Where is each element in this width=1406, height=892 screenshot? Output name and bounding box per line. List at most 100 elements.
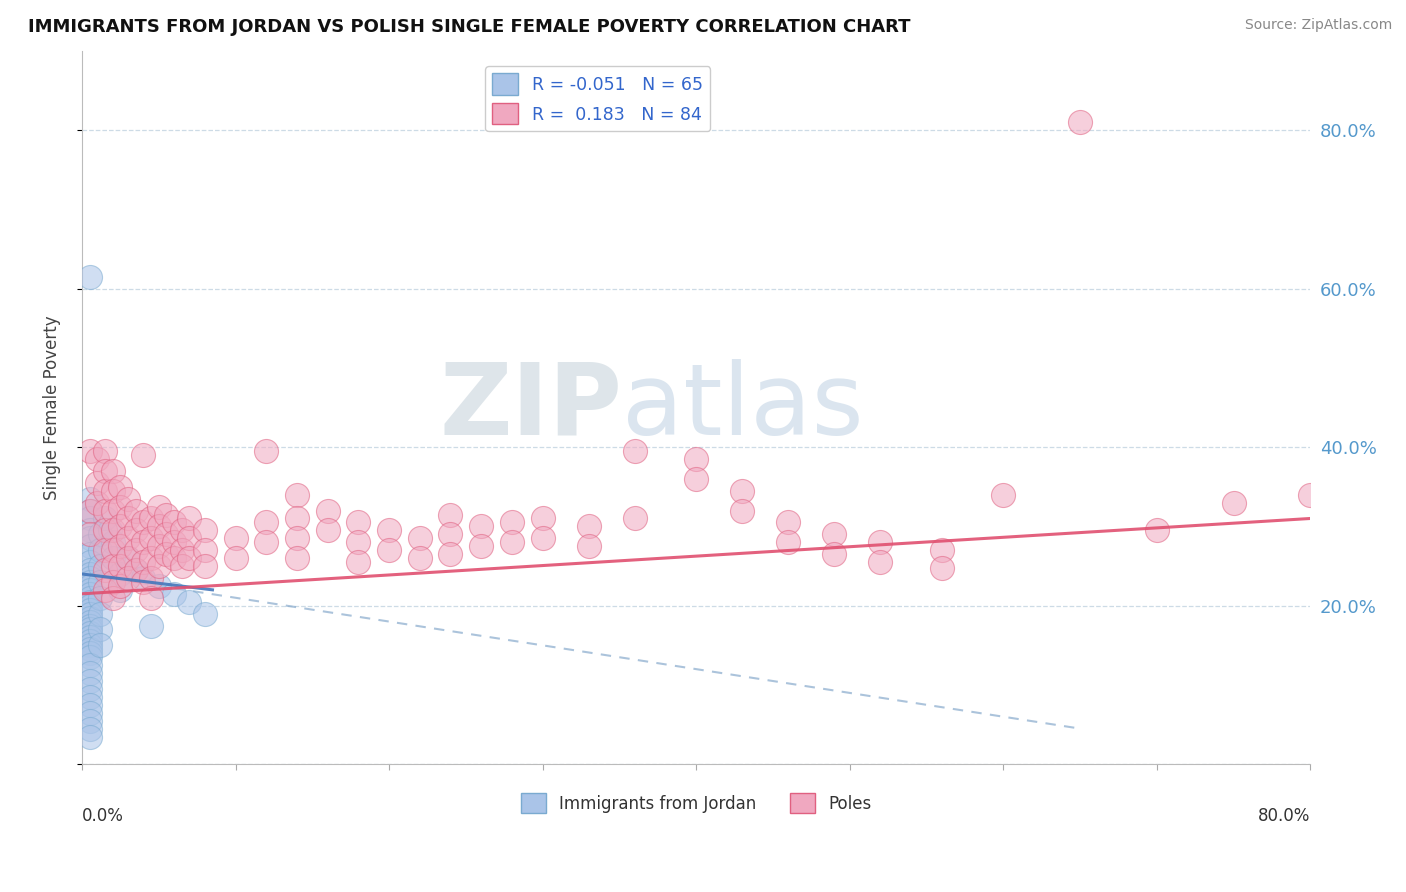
Point bbox=[132, 555, 155, 569]
Point bbox=[139, 511, 162, 525]
Point bbox=[623, 511, 645, 525]
Point bbox=[98, 524, 121, 538]
Point bbox=[470, 519, 492, 533]
Point bbox=[179, 531, 201, 545]
Point bbox=[148, 519, 170, 533]
Point bbox=[79, 690, 101, 704]
Point bbox=[778, 535, 800, 549]
Point bbox=[179, 551, 201, 566]
Point bbox=[869, 555, 891, 569]
Point bbox=[117, 491, 139, 506]
Point bbox=[501, 535, 523, 549]
Point bbox=[79, 623, 101, 637]
Point bbox=[439, 508, 461, 522]
Point bbox=[623, 444, 645, 458]
Point bbox=[79, 642, 101, 657]
Point bbox=[117, 551, 139, 566]
Point bbox=[578, 539, 600, 553]
Point bbox=[101, 543, 124, 558]
Point bbox=[117, 511, 139, 525]
Point bbox=[1069, 115, 1091, 129]
Point bbox=[79, 582, 101, 597]
Point bbox=[378, 543, 401, 558]
Point bbox=[254, 444, 277, 458]
Point bbox=[79, 631, 101, 645]
Point bbox=[79, 666, 101, 681]
Point bbox=[117, 551, 139, 566]
Point bbox=[79, 634, 101, 648]
Point bbox=[194, 524, 217, 538]
Point bbox=[931, 543, 953, 558]
Point bbox=[79, 491, 101, 506]
Point bbox=[89, 559, 111, 574]
Point bbox=[316, 503, 339, 517]
Point bbox=[101, 464, 124, 478]
Point bbox=[89, 574, 111, 589]
Point bbox=[224, 551, 246, 566]
Point bbox=[101, 503, 124, 517]
Point bbox=[79, 618, 101, 632]
Point bbox=[139, 591, 162, 605]
Point bbox=[79, 595, 101, 609]
Point bbox=[79, 646, 101, 660]
Point bbox=[79, 591, 101, 605]
Point bbox=[110, 480, 132, 494]
Point bbox=[110, 539, 132, 553]
Legend: Immigrants from Jordan, Poles: Immigrants from Jordan, Poles bbox=[515, 787, 879, 820]
Point bbox=[731, 503, 754, 517]
Point bbox=[79, 587, 101, 601]
Point bbox=[139, 551, 162, 566]
Text: IMMIGRANTS FROM JORDAN VS POLISH SINGLE FEMALE POVERTY CORRELATION CHART: IMMIGRANTS FROM JORDAN VS POLISH SINGLE … bbox=[28, 18, 911, 36]
Point bbox=[89, 591, 111, 605]
Point bbox=[79, 607, 101, 621]
Point bbox=[110, 500, 132, 514]
Point bbox=[79, 547, 101, 561]
Point bbox=[79, 527, 101, 541]
Point bbox=[94, 483, 117, 498]
Point bbox=[94, 464, 117, 478]
Point bbox=[685, 452, 707, 467]
Point bbox=[285, 531, 308, 545]
Point bbox=[125, 503, 148, 517]
Point bbox=[409, 551, 432, 566]
Point bbox=[79, 673, 101, 688]
Point bbox=[163, 551, 186, 566]
Point bbox=[254, 516, 277, 530]
Y-axis label: Single Female Poverty: Single Female Poverty bbox=[44, 315, 60, 500]
Point bbox=[1146, 524, 1168, 538]
Point bbox=[170, 543, 193, 558]
Point bbox=[132, 574, 155, 589]
Point bbox=[347, 516, 370, 530]
Point bbox=[79, 698, 101, 712]
Point bbox=[139, 531, 162, 545]
Point bbox=[79, 444, 101, 458]
Point bbox=[79, 579, 101, 593]
Point bbox=[94, 563, 117, 577]
Point bbox=[148, 579, 170, 593]
Point bbox=[139, 571, 162, 585]
Point bbox=[79, 531, 101, 545]
Point bbox=[86, 495, 108, 509]
Point bbox=[79, 539, 101, 553]
Point bbox=[155, 508, 177, 522]
Point bbox=[170, 559, 193, 574]
Point bbox=[347, 535, 370, 549]
Point bbox=[179, 511, 201, 525]
Point bbox=[89, 543, 111, 558]
Point bbox=[194, 543, 217, 558]
Point bbox=[79, 599, 101, 613]
Point bbox=[101, 535, 124, 549]
Point bbox=[439, 547, 461, 561]
Point bbox=[163, 587, 186, 601]
Point bbox=[869, 535, 891, 549]
Point bbox=[993, 488, 1015, 502]
Point bbox=[110, 566, 132, 581]
Point bbox=[224, 531, 246, 545]
Point bbox=[101, 559, 124, 574]
Point bbox=[125, 563, 148, 577]
Point bbox=[79, 615, 101, 629]
Point bbox=[110, 559, 132, 574]
Point bbox=[194, 559, 217, 574]
Point bbox=[409, 531, 432, 545]
Point bbox=[79, 626, 101, 640]
